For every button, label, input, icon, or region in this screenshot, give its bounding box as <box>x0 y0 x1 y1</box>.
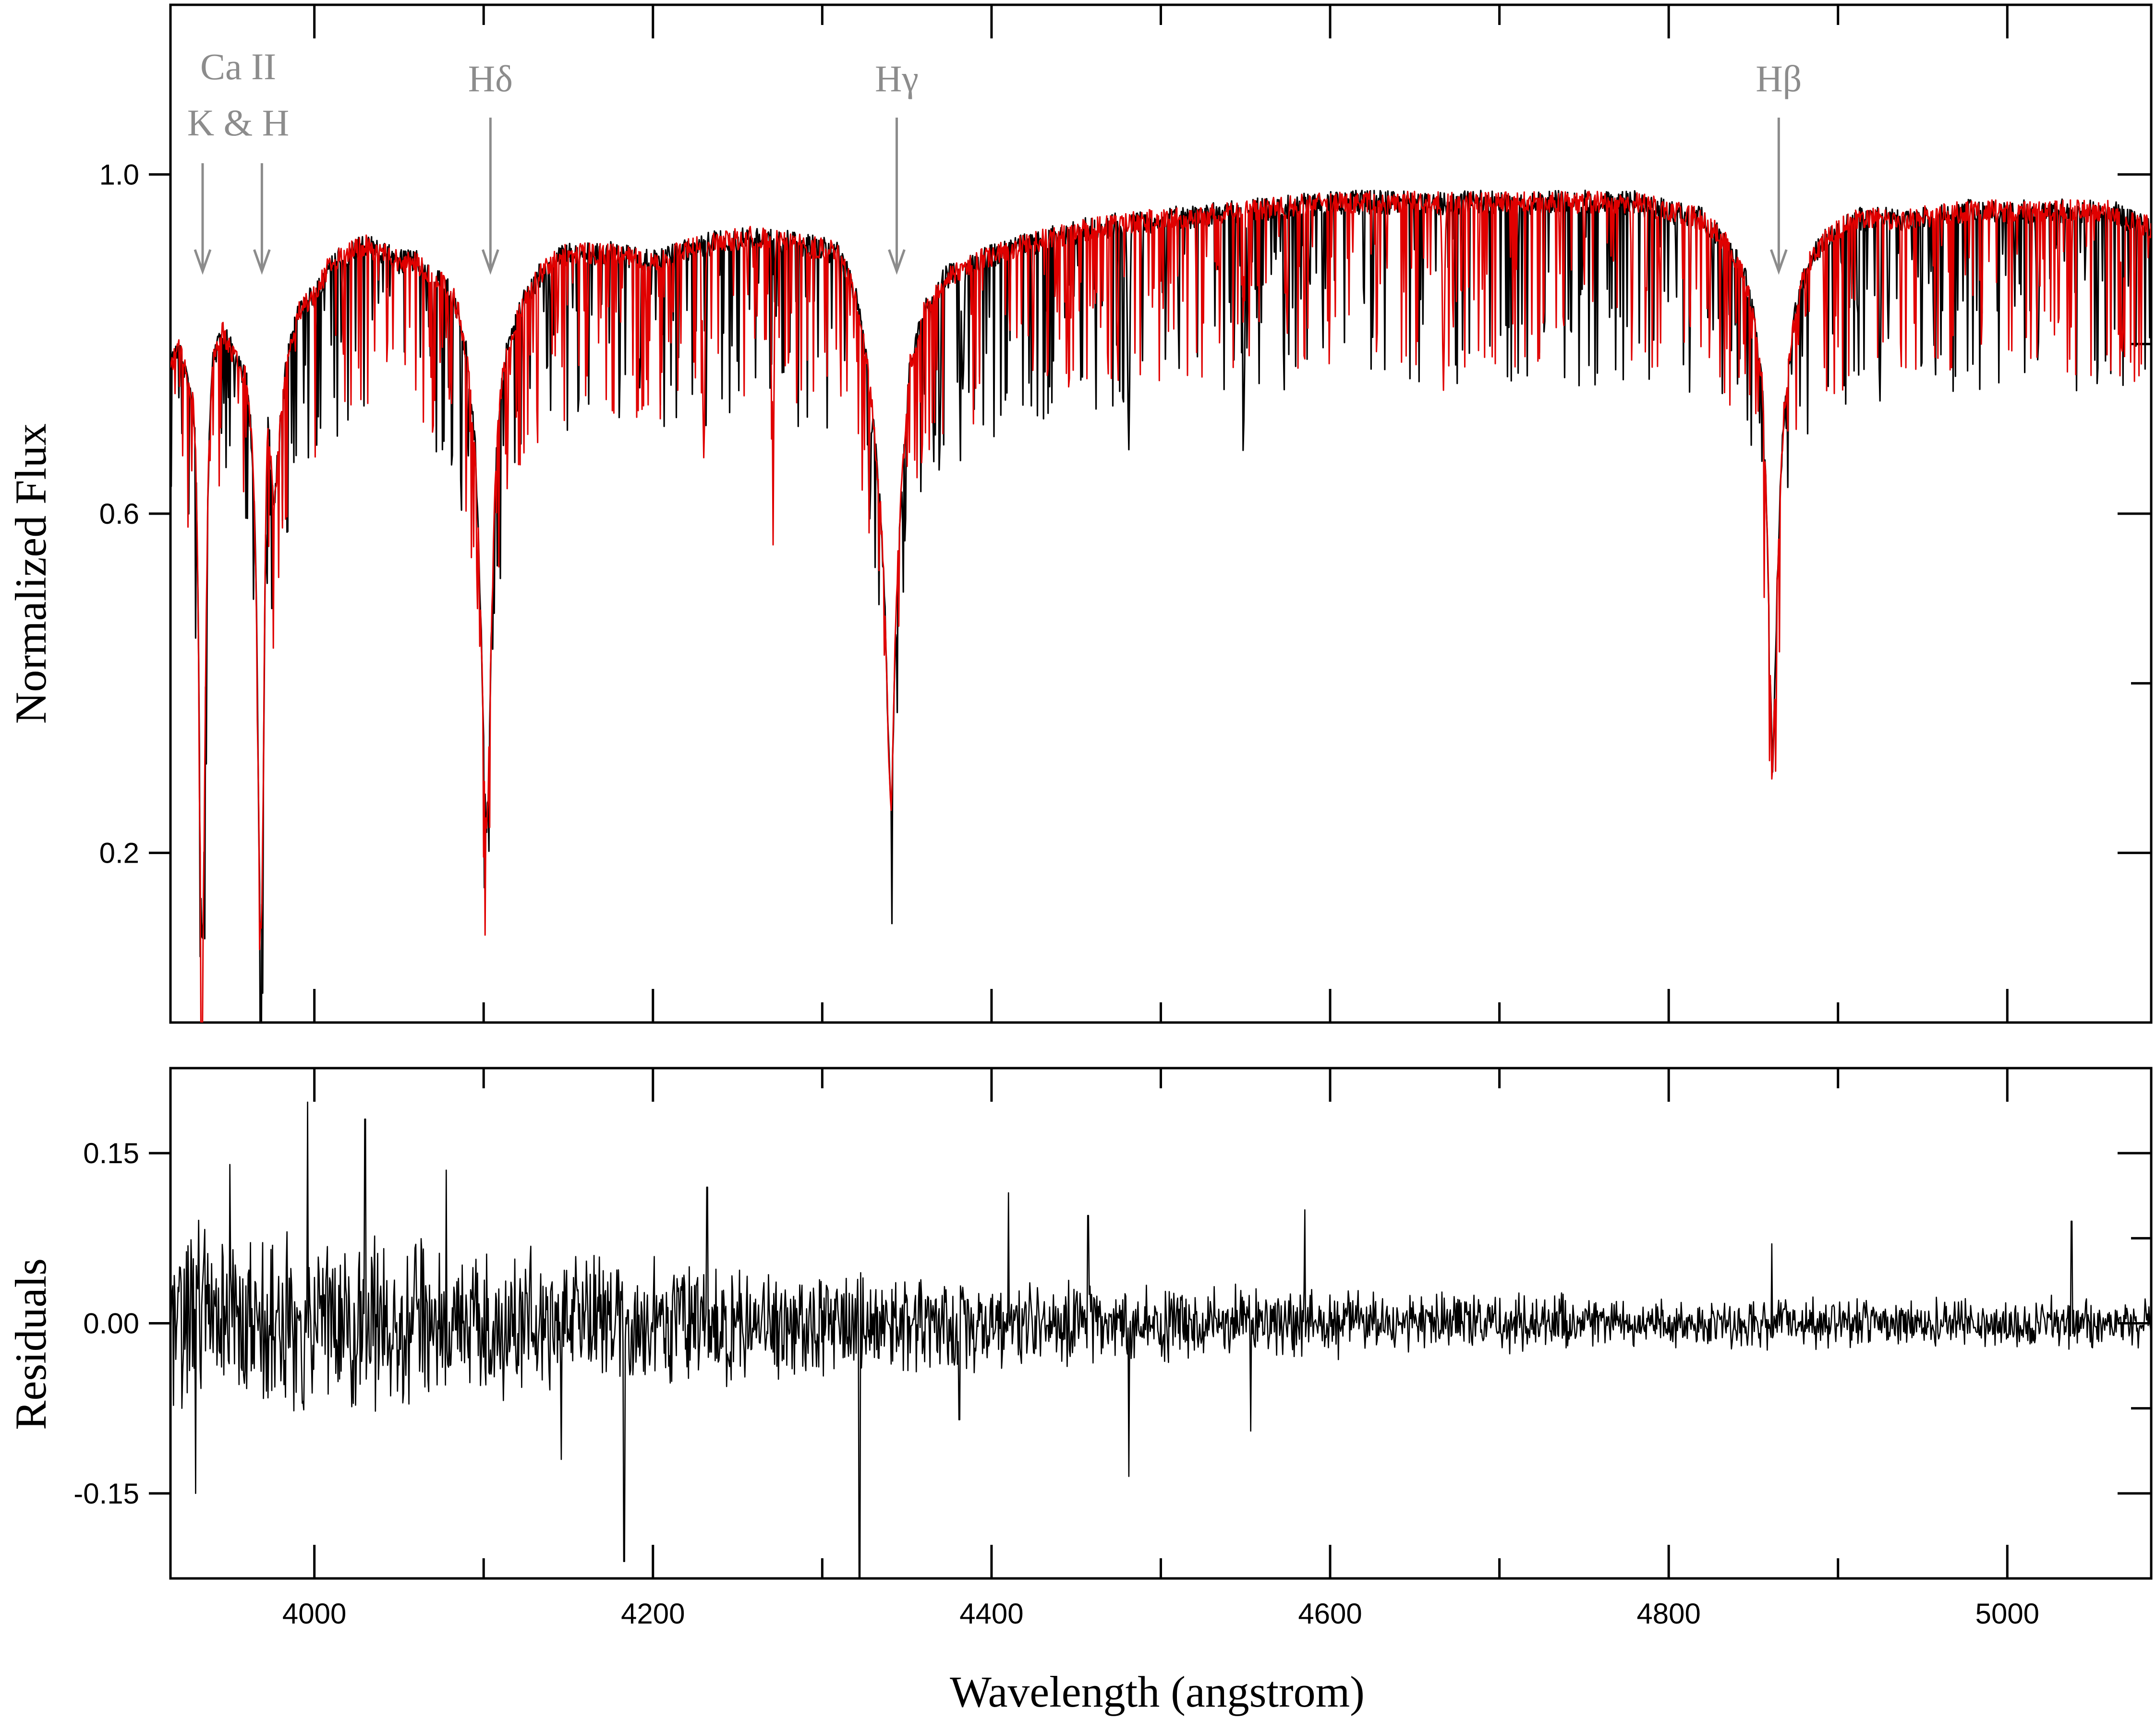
bottom-panel: -0.15 0.00 0.15 4000 4200 4400 4600 4800 5000 <box>73 1067 2153 1630</box>
model-spectrum-line <box>170 191 2151 1023</box>
top-panel-frame <box>169 3 2153 1024</box>
bottom-y-axis-label: Residuals <box>6 1258 55 1430</box>
annotation-arrow-head <box>253 249 271 275</box>
annotation-label: Hβ <box>1756 58 1802 99</box>
x-tick-label: 4600 <box>1298 1598 1362 1630</box>
axis-labels: Normalized Flux Residuals Wavelength (an… <box>6 423 1365 1716</box>
x-tick-label: 4400 <box>959 1598 1023 1630</box>
x-tick-label: 4200 <box>621 1598 685 1630</box>
annotation-arrow-head <box>1770 249 1788 275</box>
top-panel: 0.2 0.6 1.0 Ca II K & H Hδ Hγ Hβ <box>99 3 2153 1024</box>
y-tick-label: 0.6 <box>99 498 139 530</box>
annotation-k-h: K & H <box>187 102 289 144</box>
y-tick-label: 0.00 <box>83 1308 139 1340</box>
x-axis-label: Wavelength (angstrom) <box>950 1667 1365 1716</box>
y-tick-label: 1.0 <box>99 158 139 191</box>
y-tick-label: -0.15 <box>73 1478 139 1510</box>
observed-spectrum-line <box>170 190 2151 1023</box>
x-tick-label: 4800 <box>1636 1598 1700 1630</box>
x-tick-label: 5000 <box>1975 1598 2039 1630</box>
annotation-arrow-head <box>194 249 212 275</box>
annotation-arrow-head <box>481 249 499 275</box>
top-y-axis-label: Normalized Flux <box>6 423 55 724</box>
annotation-label: Hδ <box>468 58 513 99</box>
x-tick-label: 4000 <box>282 1598 346 1630</box>
annotation-label: Hγ <box>875 58 919 99</box>
y-tick-label: 0.15 <box>83 1137 139 1169</box>
annotation-ca-ii: Ca II <box>200 46 276 87</box>
residuals-line <box>170 1101 2151 1578</box>
annotation-arrow-head <box>888 249 906 275</box>
y-tick-label: 0.2 <box>99 837 139 869</box>
